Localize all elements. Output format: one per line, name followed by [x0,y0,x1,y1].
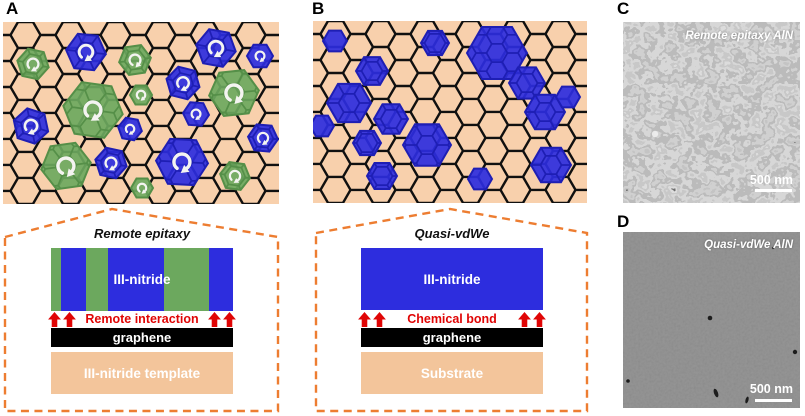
panel-label-d: D [617,212,630,231]
up-arrow-icon [358,311,371,327]
caption-quasi-vdwe: Quasi-vdWe [414,226,490,241]
panel-label-b: B [312,0,325,18]
crystal-domain-blue [181,101,211,127]
rotation-arrow-icon [23,118,39,135]
scale-bar-d [755,399,792,402]
rotation-arrow-icon [254,50,266,63]
crystal-domain-blue [117,116,143,142]
up-arrow-pair [48,311,76,327]
crystal-domain-blue [401,123,453,167]
interaction-row-b: Chemical bond [358,311,546,327]
film-stripe-blue [61,248,86,311]
rotation-arrow-icon [104,156,118,171]
film-label: III-nitride [113,272,171,287]
up-arrow-icon [48,311,61,327]
film-layer-solid: III-nitride [361,248,543,310]
crystal-domain-blue [64,32,108,72]
crystal-domain-green [129,177,155,199]
dashed-outline-b [314,207,589,413]
film-layer-striped: III-nitride [51,248,233,311]
caption-remote-epitaxy: Remote epitaxy [93,226,191,241]
scale-label-d: 500 nm [749,382,793,396]
up-arrow-pair [208,311,236,327]
rotation-arrow-icon [56,156,76,177]
crystal-domain-green [128,84,154,106]
crystal-domain-green [117,44,153,76]
dashed-outline-a [3,207,280,413]
scale-label-c: 500 nm [749,173,793,187]
interaction-row-a: Remote interaction [48,311,236,327]
up-arrow-icon [518,311,531,327]
dark-pits [626,246,798,404]
graphene-bar-a: graphene [51,328,233,347]
rotation-arrow-icon [26,57,40,72]
crystal-domain-blue [523,93,567,131]
interaction-label: Remote interaction [85,312,199,326]
film-stripe-green [86,248,108,311]
crystal-domain-green [218,161,252,191]
film-stripe-green [51,248,61,311]
rotation-arrow-icon [256,131,270,145]
sem-image-quasi-vdwe-aln: Quasi-vdWe AlN 500 nm [623,232,800,408]
panel-label-a: A [6,0,19,18]
up-arrow-icon [533,311,546,327]
graphene-lattice-quasi-vdwe [313,21,587,203]
film-stripe-blue [108,248,164,311]
graphene-bar-b: graphene [361,328,543,347]
sem-grain-texture [623,22,800,203]
sem-annotation-d: Quasi-vdWe AlN [704,239,793,251]
up-arrow-icon [223,311,236,327]
rotation-arrow-icon [172,152,192,173]
film-stripe-blue [209,248,233,311]
up-arrow-pair [518,311,546,327]
film-label: III-nitride [423,271,481,287]
rotation-arrow-icon [124,123,136,135]
crystal-domain-blue [372,103,410,135]
crystal-domain-blue [321,29,349,53]
crystal-domain-blue [529,146,573,184]
rotation-arrow-icon [207,39,225,58]
rotation-arrow-icon [128,53,142,68]
sem-smooth-texture [623,232,800,408]
sem-annotation-c: Remote epitaxy AlN [685,30,793,42]
rotation-arrow-icon [228,169,242,183]
rotation-arrow-icon [176,75,190,92]
rotation-arrow-icon [136,182,148,194]
rotation-arrow-icon [190,108,202,121]
crystal-domain-green [59,80,127,140]
sem-image-remote-epitaxy-aln: Remote epitaxy AlN 500 nm [623,22,800,203]
crystal-domain-blue [245,43,275,69]
up-arrow-pair [358,311,386,327]
up-arrow-icon [373,311,386,327]
bright-particle [651,130,659,138]
rotation-arrow-icon [77,43,95,62]
rotation-arrow-icon [135,89,147,101]
graphene-lattice-remote-epitaxy [3,22,279,204]
substrate-bar-a: III-nitride template [51,352,233,394]
crystal-domain-blue [554,85,582,109]
crystal-domain-blue [466,167,494,191]
panel-label-c: C [617,0,630,18]
crystal-domain-blue [354,56,390,86]
crystal-domain-green [14,47,52,81]
up-arrow-icon [63,311,76,327]
rotation-arrow-icon [83,100,103,121]
interaction-label: Chemical bond [407,312,497,326]
rotation-arrow-icon [224,83,244,105]
crystal-domain-blue [351,129,383,157]
crystal-domain-blue [246,123,279,153]
up-arrow-icon [208,311,221,327]
film-stripe-green [164,248,209,311]
crystal-domain-blue [365,162,399,190]
substrate-bar-b: Substrate [361,352,543,394]
scale-bar-c [755,189,792,192]
crystal-domain-blue [419,29,451,57]
crystal-domain-blue [193,27,239,69]
crystal-domain-blue [9,105,53,147]
crystal-domain-blue [313,114,336,138]
